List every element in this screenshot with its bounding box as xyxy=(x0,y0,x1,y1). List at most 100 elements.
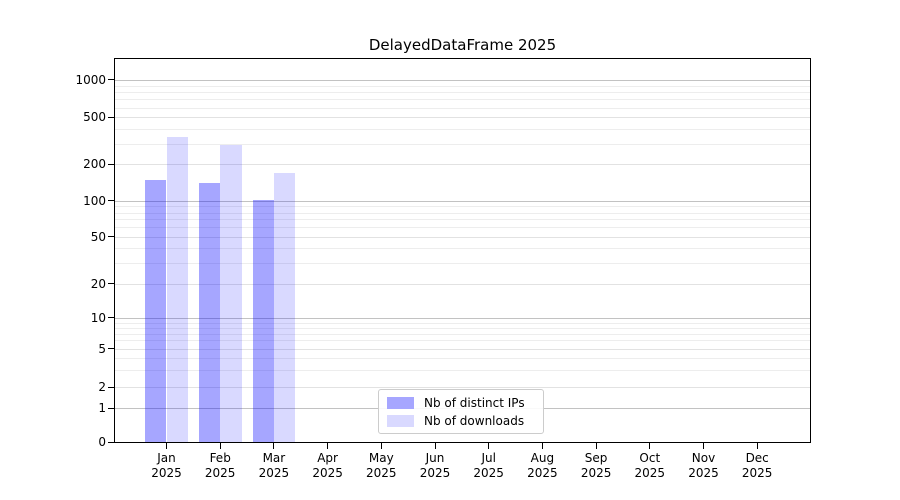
x-tick-month: Nov xyxy=(691,451,716,465)
gridline-minor xyxy=(115,340,810,342)
y-tick-mark xyxy=(108,200,114,202)
x-tick-year: 2025 xyxy=(366,466,397,480)
gridline-minor xyxy=(115,236,810,238)
bar xyxy=(145,179,167,442)
y-tick-label: 2 xyxy=(98,380,106,395)
x-tick-label: Jul 2025 xyxy=(462,451,516,481)
gridline-major xyxy=(115,79,810,81)
gridline-minor xyxy=(115,283,810,285)
gridline-minor xyxy=(115,263,810,264)
y-tick-mark xyxy=(108,283,114,285)
x-tick-label: Apr 2025 xyxy=(301,451,355,481)
gridline-minor xyxy=(115,333,810,335)
x-tick-month: Apr xyxy=(317,451,338,465)
y-tick-label: 10 xyxy=(90,310,106,325)
x-tick-year: 2025 xyxy=(473,466,504,480)
x-tick-label: Oct 2025 xyxy=(623,451,677,481)
bar xyxy=(166,136,188,442)
gridline-minor xyxy=(115,327,810,329)
x-tick-year: 2025 xyxy=(419,466,451,480)
x-tick-mark xyxy=(434,443,436,449)
x-tick-label: Mar 2025 xyxy=(247,451,301,481)
x-tick-month: May xyxy=(368,451,394,465)
grid-layer xyxy=(115,59,810,442)
legend-label: Nb of downloads xyxy=(424,413,525,428)
gridline-minor xyxy=(115,370,810,372)
gridline-minor xyxy=(115,85,810,87)
legend-swatch xyxy=(387,396,414,409)
y-tick-mark xyxy=(108,348,114,349)
x-tick-year: 2025 xyxy=(688,466,719,480)
x-tick-year: 2025 xyxy=(527,466,558,480)
y-tick-label: 100 xyxy=(83,193,106,208)
y-tick-mark xyxy=(108,236,114,238)
gridline-minor xyxy=(115,117,810,119)
gridline-minor xyxy=(115,212,810,214)
y-tick-label: 5 xyxy=(98,341,106,356)
gridline-minor xyxy=(115,206,810,208)
gridline-minor xyxy=(115,143,810,145)
y-tick-mark xyxy=(108,116,114,118)
y-tick-label: 1 xyxy=(98,401,106,416)
x-tick-month: Jul xyxy=(481,451,496,465)
x-tick-year: 2025 xyxy=(312,466,343,480)
y-tick-label: 0 xyxy=(98,435,106,449)
gridline-minor xyxy=(115,164,810,166)
gridline-minor xyxy=(115,128,810,130)
x-tick-label: May 2025 xyxy=(354,451,408,481)
plot-area xyxy=(114,58,811,443)
y-tick-label: 500 xyxy=(83,110,106,125)
x-tick-label: Dec 2025 xyxy=(730,451,784,481)
x-tick-month: Feb xyxy=(209,451,231,465)
x-tick-mark xyxy=(649,443,651,449)
y-tick-mark xyxy=(108,386,114,388)
gridline-minor xyxy=(115,219,810,221)
legend-label: Nb of distinct IPs xyxy=(424,395,525,410)
x-tick-label: Feb 2025 xyxy=(193,451,247,481)
y-tick-mark xyxy=(108,407,114,409)
y-tick-label: 1000 xyxy=(75,72,106,87)
x-tick-mark xyxy=(327,443,329,449)
legend-item: Nb of distinct IPs xyxy=(387,396,535,410)
x-tick-month: Oct xyxy=(639,451,661,465)
x-tick-mark xyxy=(595,443,597,449)
x-tick-label: Sep 2025 xyxy=(569,451,623,481)
y-tick-mark xyxy=(108,163,114,165)
y-tick-label: 50 xyxy=(90,229,106,244)
gridline-major xyxy=(115,200,810,202)
x-tick-label: Jun 2025 xyxy=(408,451,462,481)
x-tick-mark xyxy=(273,443,275,449)
x-tick-month: Jan xyxy=(157,451,176,465)
bar xyxy=(273,173,296,442)
legend-swatch xyxy=(387,414,414,427)
x-tick-label: Nov 2025 xyxy=(677,451,731,481)
x-tick-year: 2025 xyxy=(634,466,666,480)
bar xyxy=(198,183,221,442)
x-tick-mark xyxy=(166,443,167,449)
x-tick-month: Jun xyxy=(425,451,445,465)
x-tick-mark xyxy=(488,443,490,449)
x-tick-month: Sep xyxy=(584,451,608,465)
x-tick-mark xyxy=(541,443,543,449)
y-tick-mark xyxy=(108,317,114,319)
y-tick-label: 200 xyxy=(83,157,106,172)
x-tick-year: 2025 xyxy=(151,466,182,480)
x-tick-mark xyxy=(703,443,704,449)
gridline-minor xyxy=(115,107,810,109)
gridline-minor xyxy=(115,227,810,229)
y-tick-label: 20 xyxy=(90,276,106,291)
x-tick-year: 2025 xyxy=(204,466,236,480)
x-tick-month: Aug xyxy=(530,451,555,465)
legend: Nb of distinct IPs Nb of downloads xyxy=(378,389,544,434)
bar-layer xyxy=(115,59,810,442)
x-tick-mark xyxy=(219,443,221,449)
legend-item: Nb of downloads xyxy=(387,414,535,428)
gridline-minor xyxy=(115,322,810,324)
gridline-minor xyxy=(115,387,810,389)
x-tick-year: 2025 xyxy=(580,466,612,480)
x-tick-month: Dec xyxy=(745,451,769,465)
gridline-minor xyxy=(115,348,810,350)
x-tick-label: Jan 2025 xyxy=(140,451,194,481)
x-tick-year: 2025 xyxy=(741,466,773,480)
